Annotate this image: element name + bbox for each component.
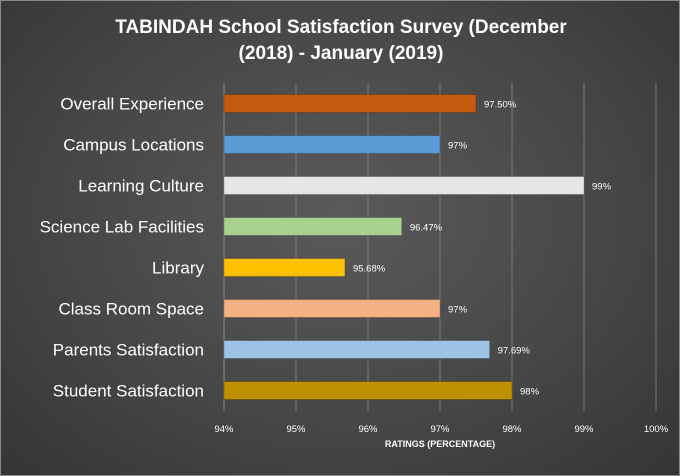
chart-title-line-2: (2018) - January (2019) — [238, 43, 444, 64]
bar — [223, 94, 477, 113]
chart-title: TABINDAH School Satisfaction Survey (Dec… — [41, 15, 641, 67]
data-label: 99% — [592, 182, 612, 193]
data-label: 98% — [520, 387, 540, 398]
data-label: 97.50% — [484, 100, 517, 111]
bar — [223, 135, 441, 154]
data-label: 97% — [448, 305, 468, 316]
category-label: Class Room Space — [58, 300, 204, 319]
category-labels: Overall Experience Campus Locations Learni… — [40, 95, 205, 401]
x-tick-label: 95% — [286, 424, 306, 435]
x-tick-label: 96% — [358, 424, 378, 435]
chart-title-line-1: TABINDAH School Satisfaction Survey (Dec… — [115, 17, 567, 38]
category-label: Learning Culture — [78, 177, 204, 196]
x-tick-label: 97% — [430, 424, 450, 435]
bars — [223, 94, 585, 400]
grid-lines — [223, 83, 657, 411]
x-tick-labels: 94% 95% 96% 97% 98% 99% 100% — [214, 424, 668, 435]
x-tick-label: 94% — [214, 424, 234, 435]
bar — [223, 217, 403, 236]
data-label: 95.68% — [353, 264, 386, 275]
category-label: Overall Experience — [60, 95, 204, 114]
category-label: Parents Satisfaction — [53, 341, 204, 360]
bar — [223, 381, 513, 400]
data-label: 97% — [448, 141, 468, 152]
category-label: Science Lab Facilities — [40, 218, 204, 237]
category-label: Library — [152, 259, 204, 278]
bar — [223, 176, 585, 195]
data-label: 97.69% — [498, 346, 531, 357]
category-label: Student Satisfaction — [53, 382, 204, 401]
x-tick-label: 100% — [644, 424, 669, 435]
x-tick-label: 98% — [502, 424, 522, 435]
bar — [223, 299, 441, 318]
data-labels: 97.50% 97% 99% 96.47% 95.68% 97% 97.69% 98% — [353, 100, 612, 398]
x-tick-label: 99% — [574, 424, 594, 435]
data-label: 96.47% — [410, 223, 443, 234]
bar — [223, 258, 346, 277]
category-label: Campus Locations — [63, 136, 204, 155]
bar — [223, 340, 490, 359]
x-axis-title: RATINGS (PERCENTAGE) — [385, 439, 495, 449]
